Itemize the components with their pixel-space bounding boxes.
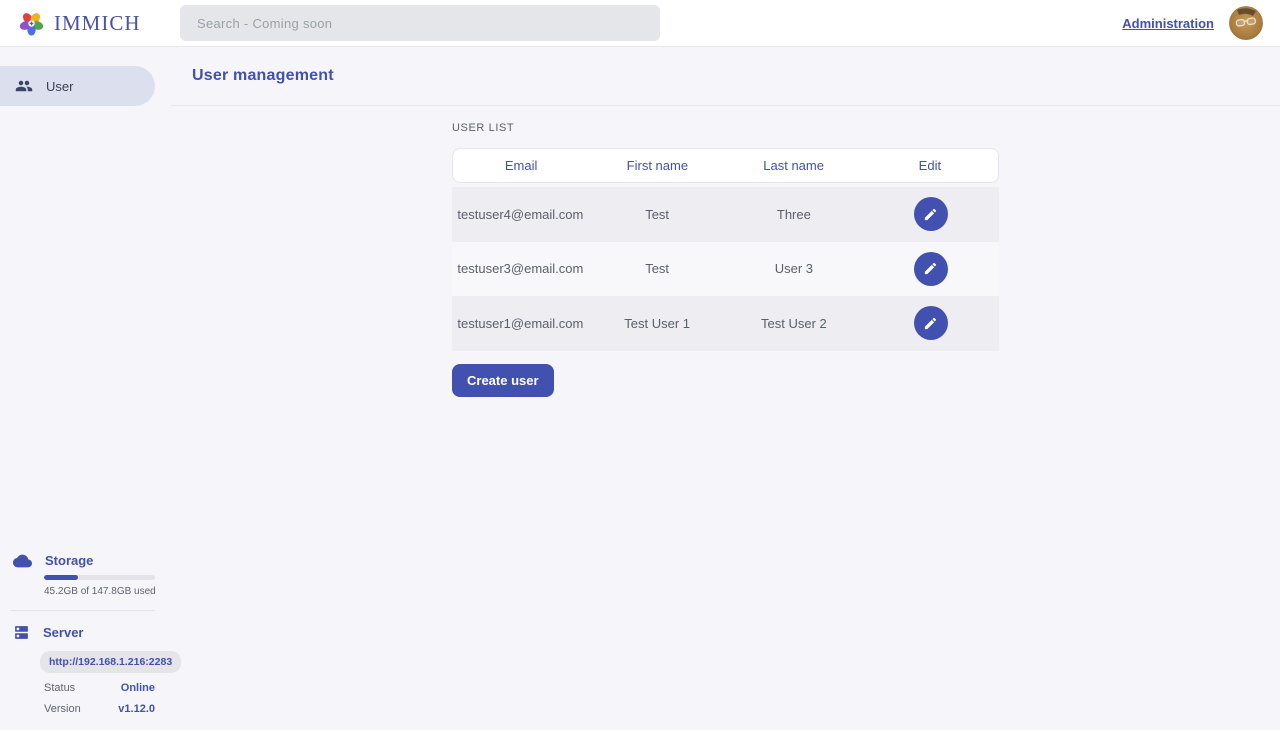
main-header: User management xyxy=(171,47,1280,106)
server-title: Server xyxy=(43,625,84,640)
cell-last-name: Test User 2 xyxy=(761,315,827,331)
storage-title: Storage xyxy=(45,553,94,568)
pencil-icon xyxy=(923,207,938,222)
storage-section-header: Storage xyxy=(0,553,171,568)
cell-first-name: Test xyxy=(645,261,670,277)
edit-user-button[interactable] xyxy=(913,306,948,341)
server-section-header: Server xyxy=(0,624,171,641)
cell-last-name: User 3 xyxy=(774,261,814,277)
sidebar: User Storage 45.2GB of 147.8GB used xyxy=(0,47,182,729)
version-label: Version xyxy=(44,703,81,715)
immich-logo[interactable]: IMMICH xyxy=(0,9,141,38)
column-header-edit: Edit xyxy=(918,158,942,173)
user-avatar[interactable] xyxy=(1229,6,1263,40)
search-input[interactable] xyxy=(180,5,660,41)
pencil-icon xyxy=(923,261,938,276)
server-url-badge: http://192.168.1.216:2283 xyxy=(40,651,182,673)
sidebar-item-label: User xyxy=(46,78,74,94)
sidebar-item-user[interactable]: User xyxy=(0,66,155,106)
sidebar-status-panel: Storage 45.2GB of 147.8GB used Server ht… xyxy=(0,553,182,729)
main-panel: User management USER LIST Email First na… xyxy=(171,47,1280,729)
app-header: IMMICH Administration xyxy=(0,0,1280,47)
cell-email: testuser4@email.com xyxy=(457,206,584,222)
cell-first-name: Test xyxy=(645,206,670,222)
cell-last-name: Three xyxy=(776,206,811,222)
page-title: User management xyxy=(192,67,334,84)
cell-email: testuser1@email.com xyxy=(457,315,584,331)
user-list-section: USER LIST Email First name Last name Edi… xyxy=(452,122,999,397)
status-label: Status xyxy=(44,682,76,694)
edit-user-button[interactable] xyxy=(913,251,948,286)
main-body: USER LIST Email First name Last name Edi… xyxy=(171,106,1280,397)
storage-usage-text: 45.2GB of 147.8GB used xyxy=(44,586,156,597)
content-area: User Storage 45.2GB of 147.8GB used xyxy=(0,47,1280,729)
edit-user-button[interactable] xyxy=(913,197,948,232)
brand-wordmark: IMMICH xyxy=(54,10,141,35)
server-icon xyxy=(13,624,30,641)
column-header-last-name: Last name xyxy=(763,158,824,173)
immich-flower-icon xyxy=(17,9,46,38)
storage-progress-bar xyxy=(44,575,155,580)
storage-progress-fill xyxy=(44,575,78,580)
column-header-first-name: First name xyxy=(626,158,689,173)
administration-link[interactable]: Administration xyxy=(1122,15,1214,31)
create-user-button[interactable]: Create user xyxy=(452,363,554,397)
server-version-row: Version v1.12.0 xyxy=(44,703,155,715)
column-header-email: Email xyxy=(504,158,538,173)
status-value: Online xyxy=(120,682,155,694)
server-status-row: Status Online xyxy=(44,682,155,694)
table-body: testuser4@email.com Test Three xyxy=(452,187,999,351)
table-row: testuser1@email.com Test User 1 Test Use… xyxy=(452,296,999,351)
table-row: testuser4@email.com Test Three xyxy=(452,187,999,242)
cell-first-name: Test User 1 xyxy=(624,315,690,331)
pencil-icon xyxy=(923,316,938,331)
cell-email: testuser3@email.com xyxy=(457,261,584,277)
table-header-row: Email First name Last name Edit xyxy=(452,148,999,183)
sidebar-divider xyxy=(10,610,155,611)
cloud-icon xyxy=(13,554,32,568)
header-actions: Administration xyxy=(1122,6,1280,40)
version-value: v1.12.0 xyxy=(118,703,155,715)
section-label: USER LIST xyxy=(452,122,515,134)
table-row: testuser3@email.com Test User 3 xyxy=(452,241,999,296)
users-icon xyxy=(15,77,33,95)
